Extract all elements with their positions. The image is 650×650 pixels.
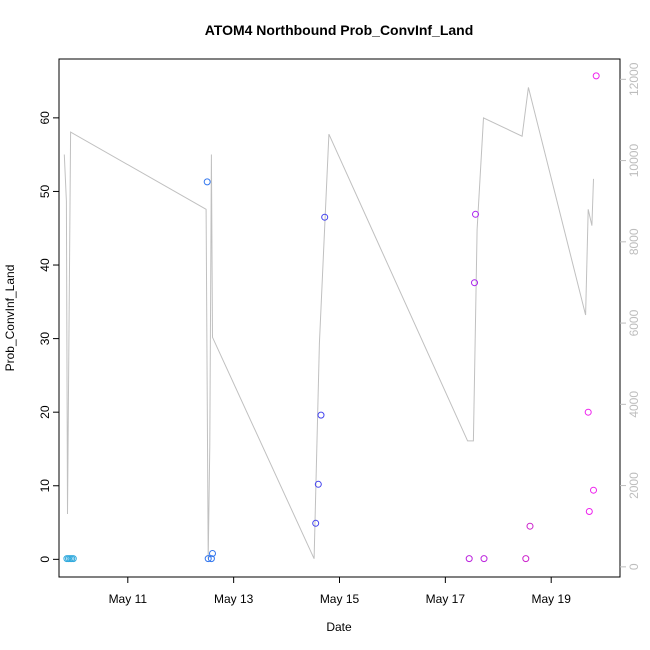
y-tick-label-2: 20 bbox=[38, 405, 52, 419]
data-point-8 bbox=[209, 550, 216, 557]
y2-tick-label-3: 6000 bbox=[627, 309, 641, 336]
y-tick-label-5: 50 bbox=[38, 184, 52, 198]
data-point-15 bbox=[472, 210, 479, 218]
y-tick-label-3: 30 bbox=[38, 332, 52, 346]
x-tick-label-1: May 13 bbox=[214, 592, 254, 606]
y2-tick-label-2: 4000 bbox=[627, 391, 641, 418]
data-point-9 bbox=[312, 519, 320, 527]
y-tick-label-0: 0 bbox=[38, 556, 52, 563]
chart-title: ATOM4 Northbound Prob_ConvInf_Land bbox=[205, 22, 474, 38]
y2-tick-label-6: 12000 bbox=[627, 62, 641, 96]
data-point-22 bbox=[592, 72, 600, 80]
data-point-6 bbox=[204, 555, 212, 563]
y-tick-label-6: 60 bbox=[38, 111, 52, 125]
data-point-12 bbox=[321, 213, 329, 221]
x-tick-label-4: May 19 bbox=[532, 592, 572, 606]
data-point-10 bbox=[314, 480, 322, 488]
x-tick-label-2: May 15 bbox=[320, 592, 360, 606]
data-point-7 bbox=[207, 555, 215, 563]
y2-tick-label-0: 0 bbox=[627, 563, 641, 570]
data-point-19 bbox=[584, 408, 592, 416]
data-point-16 bbox=[480, 555, 488, 563]
y2-tick-label-5: 10000 bbox=[627, 144, 641, 178]
data-point-13 bbox=[465, 555, 473, 563]
data-point-4 bbox=[69, 555, 77, 563]
data-point-11 bbox=[317, 411, 325, 419]
plot-frame bbox=[58, 58, 621, 578]
y-tick-label-1: 10 bbox=[38, 479, 52, 493]
data-point-21 bbox=[590, 486, 597, 494]
y2-tick-label-4: 8000 bbox=[627, 228, 641, 255]
data-point-20 bbox=[585, 508, 593, 515]
data-point-17 bbox=[522, 555, 530, 563]
x-axis-label: Date bbox=[326, 620, 352, 634]
data-point-5 bbox=[203, 178, 211, 186]
y-tick-label-4: 40 bbox=[38, 258, 52, 272]
right-y-axis: 0 2000 4000 6000 8000 10000 12000 bbox=[620, 62, 641, 570]
line-series-0 bbox=[63, 87, 594, 559]
left-y-axis: 0 10 20 30 40 50 60 bbox=[38, 111, 59, 563]
scatter-series bbox=[63, 72, 600, 563]
x-tick-label-3: May 17 bbox=[426, 592, 466, 606]
line-series bbox=[63, 87, 594, 559]
y-axis-label: Prob_ConvInf_Land bbox=[3, 265, 17, 372]
data-point-18 bbox=[526, 522, 534, 530]
x-tick-label-0: May 11 bbox=[109, 592, 148, 606]
data-point-14 bbox=[471, 279, 478, 287]
y2-tick-label-1: 2000 bbox=[627, 472, 641, 499]
x-axis: May 11 May 13 May 15 May 17 May 19 bbox=[109, 577, 572, 606]
